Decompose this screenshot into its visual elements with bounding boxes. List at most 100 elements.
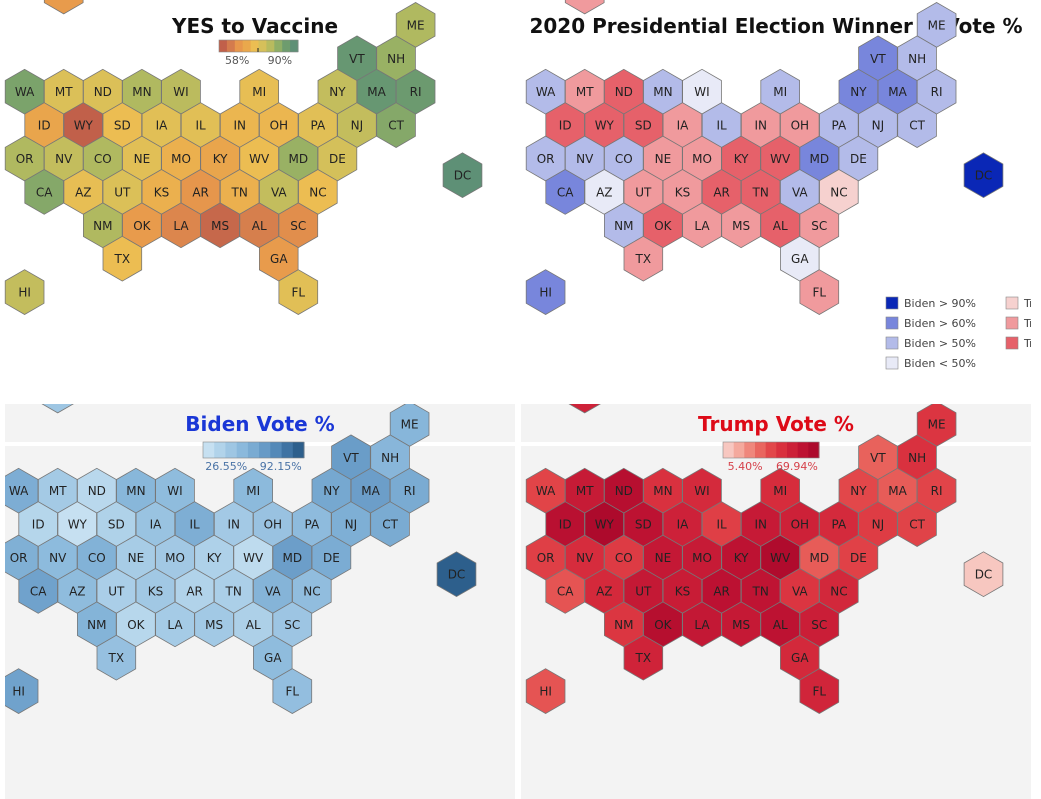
- scale-swatch: [723, 442, 735, 458]
- hex-label-ny: NY: [850, 484, 867, 498]
- hex-label-ny: NY: [329, 85, 346, 99]
- hex-hi: [4, 269, 45, 315]
- hex-label-ok: OK: [133, 219, 151, 233]
- hex-label-wa: WA: [536, 484, 556, 498]
- hex-label-al: AL: [252, 219, 267, 233]
- hex-label-ne: NE: [655, 152, 672, 166]
- hex-label-id: ID: [559, 119, 572, 133]
- vaccine-hex-map: 58%90%AKMEVTNHWAMTNDMNWIMINYMARIIDWYSDIA…: [4, 0, 483, 315]
- legend-swatch-trump-gt-50: [1005, 316, 1019, 330]
- hex-label-in: IN: [754, 518, 767, 532]
- hex-label-ct: CT: [909, 518, 925, 532]
- hex-tx: [623, 634, 664, 681]
- hex-label-mi: MI: [773, 484, 787, 498]
- hex-label-nh: NH: [908, 52, 926, 66]
- hex-label-nd: ND: [94, 85, 112, 99]
- election-hex-map: AKMEVTNHWAMTNDMNWIMINYMARIIDWYSDIAILINOH…: [525, 0, 1031, 370]
- hex-label-ks: KS: [675, 584, 691, 598]
- hex-label-nm: NM: [93, 219, 112, 233]
- hex-label-ut: UT: [108, 584, 125, 598]
- hex-label-sc: SC: [290, 219, 306, 233]
- hex-label-oh: OH: [791, 518, 809, 532]
- hex-label-in: IN: [227, 518, 240, 532]
- hex-label-mo: MO: [165, 551, 185, 565]
- hex-label-wi: WI: [167, 484, 182, 498]
- hex-label-ne: NE: [655, 551, 672, 565]
- hex-label-dc: DC: [454, 169, 472, 183]
- hex-label-ok: OK: [654, 219, 672, 233]
- scale-min-label: 5.40%: [728, 460, 763, 473]
- scale-swatch: [214, 442, 226, 458]
- hex-label-wa: WA: [9, 484, 29, 498]
- hex-label-ny: NY: [850, 85, 867, 99]
- hex-label-vt: VT: [349, 52, 365, 66]
- legend-swatch-biden-gt-50: [885, 336, 899, 350]
- hex-label-ct: CT: [909, 119, 925, 133]
- hex-label-fl: FL: [813, 286, 827, 300]
- hex-label-ms: MS: [732, 219, 750, 233]
- hex-label-ca: CA: [30, 584, 47, 598]
- hex-label-ga: GA: [270, 252, 288, 266]
- hex-fl: [278, 269, 319, 315]
- hex-label-mn: MN: [126, 484, 145, 498]
- hex-ct: [376, 102, 416, 148]
- hex-label-co: CO: [88, 551, 106, 565]
- hex-ct: [897, 501, 937, 547]
- hex-label-hi: HI: [539, 685, 552, 699]
- hex-label-co: CO: [615, 152, 633, 166]
- hex-label-nj: NJ: [872, 518, 885, 532]
- legend-label-biden-lt-50: Biden < 50%: [904, 357, 976, 370]
- hex-label-ca: CA: [557, 185, 574, 199]
- hex-label-va: VA: [271, 185, 287, 199]
- hex-label-mo: MO: [692, 551, 712, 565]
- hex-label-pa: PA: [305, 518, 320, 532]
- hex-label-ga: GA: [791, 252, 809, 266]
- hex-label-ks: KS: [148, 584, 164, 598]
- hex-label-tx: TX: [114, 252, 131, 266]
- hex-label-me: ME: [928, 18, 946, 32]
- hex-label-mn: MN: [653, 85, 672, 99]
- legend-swatch-trump-gt-60: [1005, 336, 1019, 350]
- hex-label-nv: NV: [576, 152, 594, 166]
- hex-label-tx: TX: [635, 252, 652, 266]
- hex-label-mt: MT: [576, 484, 594, 498]
- hex-label-id: ID: [38, 119, 51, 133]
- hex-label-ar: AR: [192, 185, 209, 199]
- legend-swatch-biden-gt-90: [885, 296, 899, 310]
- scale-swatch: [234, 40, 244, 52]
- hex-label-ct: CT: [388, 119, 404, 133]
- hex-label-az: AZ: [596, 584, 612, 598]
- hex-label-id: ID: [559, 518, 572, 532]
- hex-label-ar: AR: [713, 584, 730, 598]
- hex-label-nd: ND: [88, 484, 106, 498]
- scale-bar: [722, 441, 820, 459]
- hex-label-ia: IA: [677, 518, 690, 532]
- scale-max-label: 92.15%: [260, 460, 302, 473]
- vaccine-panel: YES to Vaccine 58%90%AKMEVTNHWAMTNDMNWIM…: [0, 0, 510, 395]
- hex-label-nj: NJ: [345, 518, 358, 532]
- hex-label-co: CO: [94, 152, 112, 166]
- hex-fl: [272, 668, 313, 714]
- hex-label-nm: NM: [614, 219, 633, 233]
- hex-label-mt: MT: [49, 484, 67, 498]
- hex-hi: [525, 269, 566, 315]
- hex-label-fl: FL: [286, 685, 300, 699]
- hex-label-wy: WY: [74, 119, 94, 133]
- hex-label-az: AZ: [69, 584, 85, 598]
- hex-label-ks: KS: [675, 185, 691, 199]
- hex-ak: [41, 404, 74, 414]
- hex-label-or: OR: [10, 551, 28, 565]
- hex-label-ri: RI: [931, 85, 943, 99]
- hex-label-nc: NC: [303, 584, 320, 598]
- hex-label-nc: NC: [309, 185, 326, 199]
- hex-label-in: IN: [754, 119, 767, 133]
- hex-label-la: LA: [173, 219, 189, 233]
- hex-label-tn: TN: [225, 584, 242, 598]
- hex-label-ms: MS: [211, 219, 229, 233]
- hex-dc: [963, 152, 1004, 199]
- scale-max-label: 90%: [268, 54, 292, 67]
- election-panel: 2020 Presidential Election Winner & Vote…: [521, 0, 1031, 395]
- hex-label-ks: KS: [154, 185, 170, 199]
- hex-label-or: OR: [16, 152, 34, 166]
- hex-hi: [525, 668, 566, 714]
